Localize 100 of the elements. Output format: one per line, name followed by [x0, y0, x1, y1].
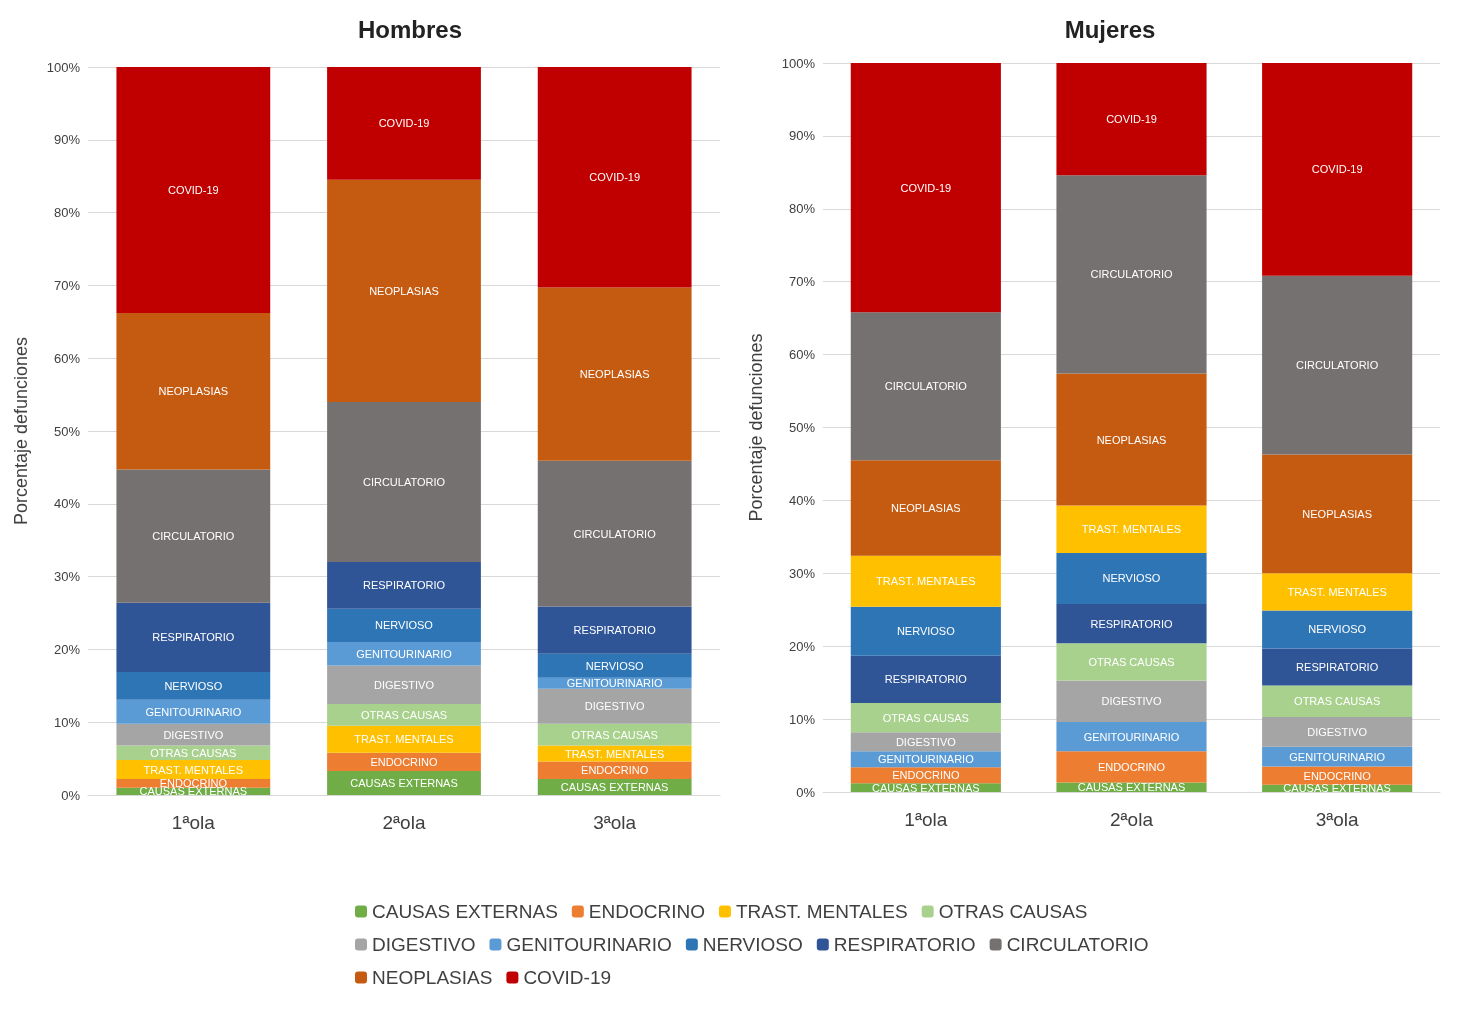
text: RESPIRATORIO [362, 579, 446, 592]
bar [1056, 680, 1207, 723]
text: COVID-19 [167, 184, 219, 197]
text: ENDOCRINO [370, 755, 438, 768]
text: TRAST. MENTALES [876, 575, 976, 588]
text: CIRCULATORIO [362, 475, 446, 488]
bar [850, 460, 1001, 556]
legend-label: NEOPLASIAS [372, 967, 493, 988]
legend-label: ENDOCRINO [588, 901, 705, 922]
bar [537, 606, 692, 654]
x-tick-label: 2ªola [1110, 809, 1154, 830]
bar [1056, 505, 1207, 553]
text: TRAST. MENTALES [1081, 523, 1182, 536]
text: COVID-19 [378, 117, 430, 130]
text: NERVIOSO [896, 625, 955, 638]
legend-label: GENITOURINARIO [506, 934, 672, 955]
text: NERVIOSO [164, 679, 223, 692]
text: GENITOURINARIO [566, 677, 663, 690]
series-label: CIRCULATORIO [884, 380, 968, 393]
text: DIGESTIVO [584, 700, 645, 713]
bar [537, 653, 692, 678]
text: NERVIOSO [1102, 572, 1161, 585]
bar [1262, 573, 1413, 611]
series-label: NEOPLASIAS [890, 502, 961, 515]
series-label: NERVIOSO [1308, 623, 1367, 636]
bar [1056, 63, 1207, 176]
y-tick-label: 60% [788, 347, 816, 363]
legend-label: DIGESTIVO [372, 934, 476, 955]
legend-label: NERVIOSO [702, 934, 803, 955]
series-label: DIGESTIVO [895, 735, 957, 748]
text: DIGESTIVO [374, 678, 434, 691]
y-tick-label: 60% [53, 350, 81, 366]
chart-title: Hombres [357, 15, 463, 43]
text: TRAST. MENTALES [143, 763, 244, 776]
text: CAUSAS EXTERNAS [560, 780, 669, 793]
text: COVID-19 [1311, 163, 1363, 176]
y-tick-label: 70% [53, 277, 81, 293]
text: ENDOCRINO [1303, 769, 1371, 782]
y-tick-label: 40% [788, 492, 816, 508]
bar [116, 602, 271, 672]
text: OTRAS CAUSAS [150, 746, 237, 759]
series-label: OTRAS CAUSAS [882, 711, 969, 724]
y-tick-label: 100% [46, 59, 81, 75]
series-label: ENDOCRINO [892, 769, 960, 782]
y-tick-label: 80% [53, 205, 81, 221]
legend-label: RESPIRATORIO [833, 934, 976, 955]
bar [1056, 373, 1207, 506]
bar [116, 67, 271, 314]
x-tick-label: 3ªola [593, 812, 637, 833]
text: ENDOCRINO [581, 764, 649, 777]
text: RESPIRATORIO [884, 673, 967, 686]
bar [1262, 63, 1413, 276]
x-tick-label: 1ªola [904, 809, 948, 830]
bar [1056, 175, 1207, 374]
bar [1262, 716, 1413, 747]
text: CAUSAS EXTERNAS [872, 781, 980, 794]
bar [850, 703, 1001, 733]
series-label: TRAST. MENTALES [1287, 585, 1387, 598]
text: DIGESTIVO [1101, 695, 1162, 708]
text: TRAST. MENTALES [564, 747, 665, 760]
series-label: COVID-19 [1106, 113, 1157, 126]
text: OTRAS CAUSAS [571, 728, 658, 741]
bar [327, 562, 481, 609]
bar [327, 179, 481, 402]
text: NERVIOSO [585, 659, 644, 672]
text: ENDOCRINO [1097, 760, 1166, 773]
bar [1056, 751, 1207, 783]
text: RESPIRATORIO [1090, 617, 1173, 630]
bar [850, 732, 1001, 752]
text: GENITOURINARIO [356, 647, 452, 660]
bar [850, 63, 1001, 313]
bar [327, 725, 481, 753]
legend-label: CAUSAS EXTERNAS [372, 901, 558, 922]
text: NEOPLASIAS [158, 385, 229, 398]
text: CAUSAS EXTERNAS [350, 776, 458, 789]
y-tick-label: 20% [788, 638, 816, 654]
bar [327, 665, 481, 704]
bar [537, 688, 692, 724]
text: COVID-19 [900, 181, 952, 194]
text: OTRAS CAUSAS [360, 708, 448, 721]
text: OTRAS CAUSAS [1294, 695, 1381, 708]
bar [116, 671, 271, 700]
bar [116, 469, 271, 603]
bar [116, 313, 271, 470]
bar [850, 655, 1001, 704]
text: GENITOURINARIO [1289, 750, 1386, 763]
text: GENITOURINARIO [145, 705, 242, 718]
text: NERVIOSO [375, 619, 433, 632]
y-tick-label: 40% [53, 496, 81, 512]
y-tick-label: 50% [788, 420, 816, 435]
bar [327, 401, 481, 563]
y-axis-title: Porcentaje defunciones [746, 333, 766, 522]
bar [1262, 275, 1413, 455]
bar [850, 555, 1001, 607]
bar [1056, 552, 1207, 604]
bar [537, 287, 692, 461]
text: NEOPLASIAS [1096, 433, 1167, 446]
text: RESPIRATORIO [573, 624, 656, 637]
text: CIRCULATORIO [152, 530, 235, 543]
text: CIRCULATORIO [1090, 268, 1173, 281]
